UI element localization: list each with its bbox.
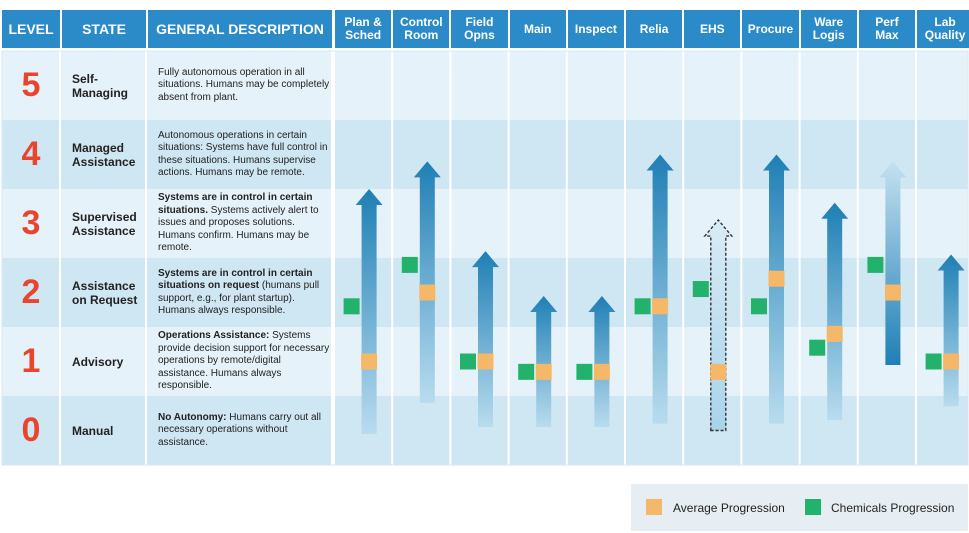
level-state: Managed Assistance bbox=[72, 140, 136, 169]
markers bbox=[343, 256, 960, 380]
level-state: Self- Managing bbox=[72, 71, 128, 100]
chemicals-marker bbox=[634, 298, 651, 315]
category-header: Main bbox=[509, 10, 566, 48]
chemicals-marker bbox=[518, 363, 535, 380]
category-header: Procure bbox=[742, 10, 799, 48]
chemicals-marker bbox=[343, 298, 360, 315]
category-header: Control Room bbox=[393, 10, 450, 48]
category-header: Lab Quality bbox=[917, 10, 969, 48]
category-header: Relia bbox=[626, 10, 683, 48]
level-description-bold: Systems are in control in certain situat… bbox=[158, 192, 313, 216]
chemicals-marker bbox=[867, 256, 884, 273]
chemicals-marker bbox=[576, 363, 593, 380]
progression-arrow bbox=[472, 251, 499, 428]
level-number: 0 bbox=[21, 411, 41, 449]
level-number: 3 bbox=[21, 204, 41, 242]
chemicals-marker bbox=[925, 353, 942, 370]
average-marker bbox=[593, 363, 610, 380]
average-marker bbox=[361, 353, 378, 370]
column-dividers bbox=[1, 50, 969, 466]
header-level: LEVEL bbox=[2, 10, 60, 48]
row-background bbox=[2, 51, 968, 120]
progression-arrow bbox=[763, 154, 790, 424]
progression-arrow bbox=[530, 295, 558, 428]
progression-arrow bbox=[821, 202, 849, 421]
level-description-bold: Operations Assistance: bbox=[158, 330, 270, 342]
level-description: Fully autonomous operation in all situat… bbox=[158, 66, 330, 103]
average-marker bbox=[652, 298, 669, 315]
average-marker bbox=[768, 270, 785, 287]
header-description: GENERAL DESCRIPTION bbox=[148, 10, 332, 48]
progression-arrow bbox=[646, 154, 674, 424]
category-header: Perf Max bbox=[858, 10, 915, 48]
header-state: STATE bbox=[62, 10, 146, 48]
progression-arrow bbox=[355, 189, 383, 434]
level-state: Assistance on Request bbox=[72, 278, 138, 307]
progression-arrow bbox=[588, 295, 616, 428]
chemicals-marker bbox=[692, 281, 709, 298]
row-background bbox=[2, 189, 968, 258]
legend-chemicals-label: Chemicals Progression bbox=[831, 501, 955, 515]
level-number: 2 bbox=[21, 273, 41, 311]
average-marker bbox=[477, 353, 494, 370]
level-description: No Autonomy: Humans carry out all necess… bbox=[158, 411, 321, 448]
level-state: Supervised Assistance bbox=[72, 209, 137, 238]
average-marker bbox=[535, 363, 552, 380]
chemicals-marker bbox=[751, 298, 767, 315]
legend: Average Progression Chemicals Progressio… bbox=[631, 484, 968, 531]
chemicals-marker bbox=[460, 353, 476, 370]
level-description: Systems are in control in certain situat… bbox=[158, 192, 319, 254]
chemicals-marker bbox=[809, 339, 826, 356]
level-state: Advisory bbox=[72, 354, 124, 369]
table-border bbox=[1, 50, 969, 466]
progression-arrow bbox=[879, 161, 907, 365]
level-description-bold: No Autonomy: bbox=[158, 411, 227, 423]
legend-average-swatch bbox=[646, 499, 662, 515]
category-header: Ware Logis bbox=[800, 10, 857, 48]
level-description: Operations Assistance: Systems provide d… bbox=[158, 330, 330, 392]
level-description: Autonomous operations in certain situati… bbox=[158, 129, 328, 179]
average-marker bbox=[710, 363, 727, 380]
level-number: 5 bbox=[21, 66, 41, 104]
average-marker bbox=[419, 284, 436, 301]
level-description: Systems are in control in certain situat… bbox=[158, 267, 320, 317]
category-header: EHS bbox=[684, 10, 741, 48]
legend-average-label: Average Progression bbox=[673, 501, 785, 515]
chemicals-marker bbox=[401, 256, 418, 273]
level-state: Manual bbox=[72, 423, 114, 438]
legend-chemicals-swatch bbox=[805, 499, 821, 515]
category-header: Field Opns bbox=[451, 10, 508, 48]
category-header: Plan & Sched bbox=[335, 10, 392, 48]
progression-arrow bbox=[413, 161, 441, 403]
level-description-bold: Systems are in control in certain situat… bbox=[158, 267, 313, 292]
average-marker bbox=[826, 325, 843, 342]
category-header: Inspect bbox=[567, 10, 624, 48]
level-number: 4 bbox=[21, 135, 41, 173]
average-marker bbox=[943, 353, 960, 370]
row-background bbox=[2, 120, 968, 189]
level-number: 1 bbox=[21, 342, 41, 380]
average-marker bbox=[884, 284, 901, 301]
